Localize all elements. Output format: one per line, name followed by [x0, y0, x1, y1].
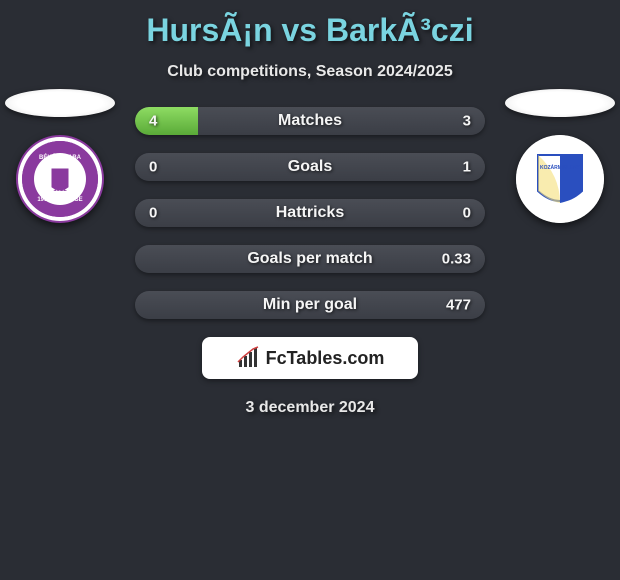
stat-row: 0Hattricks0: [135, 199, 485, 227]
stat-value-right: 477: [446, 297, 471, 314]
footer-logo-text: FcTables.com: [266, 348, 385, 369]
stat-value-right: 1: [463, 159, 471, 176]
footer-date: 3 december 2024: [0, 399, 620, 417]
page-subtitle: Club competitions, Season 2024/2025: [0, 63, 620, 81]
page-title: HursÃ¡n vs BarkÃ³czi: [0, 0, 620, 49]
stat-label: Goals per match: [135, 250, 485, 268]
footer-logo[interactable]: FcTables.com: [202, 337, 418, 379]
stat-label: Min per goal: [135, 296, 485, 314]
chart-icon: [236, 346, 260, 370]
svg-text:1912 ELŐRE SE: 1912 ELŐRE SE: [37, 196, 82, 203]
team-right-ellipse: [505, 89, 615, 117]
stat-row: 0Goals1: [135, 153, 485, 181]
team-left-badge-wrap: BÉKÉSCSABA 1912 ELŐRE SE 1912: [0, 89, 120, 223]
svg-text:KOZÁRMISLENY: KOZÁRMISLENY: [540, 164, 581, 171]
stat-label: Matches: [135, 112, 485, 130]
stat-value-right: 0: [463, 205, 471, 222]
stat-row: Min per goal477: [135, 291, 485, 319]
stat-value-right: 3: [463, 113, 471, 130]
svg-text:BÉKÉSCSABA: BÉKÉSCSABA: [39, 153, 82, 161]
stat-label: Goals: [135, 158, 485, 176]
stat-rows: 4Matches30Goals10Hattricks0Goals per mat…: [135, 107, 485, 319]
stat-row: 4Matches3: [135, 107, 485, 135]
stat-label: Hattricks: [135, 204, 485, 222]
stat-value-right: 0.33: [442, 251, 471, 268]
team-right-badge-wrap: KOZÁRMISLENY: [500, 89, 620, 223]
stats-area: BÉKÉSCSABA 1912 ELŐRE SE 1912 KOZÁRMISLE…: [0, 107, 620, 319]
team-left-crest: BÉKÉSCSABA 1912 ELŐRE SE 1912: [16, 135, 104, 223]
team-left-ellipse: [5, 89, 115, 117]
team-right-crest: KOZÁRMISLENY: [516, 135, 604, 223]
stat-row: Goals per match0.33: [135, 245, 485, 273]
svg-text:1912: 1912: [53, 187, 67, 193]
